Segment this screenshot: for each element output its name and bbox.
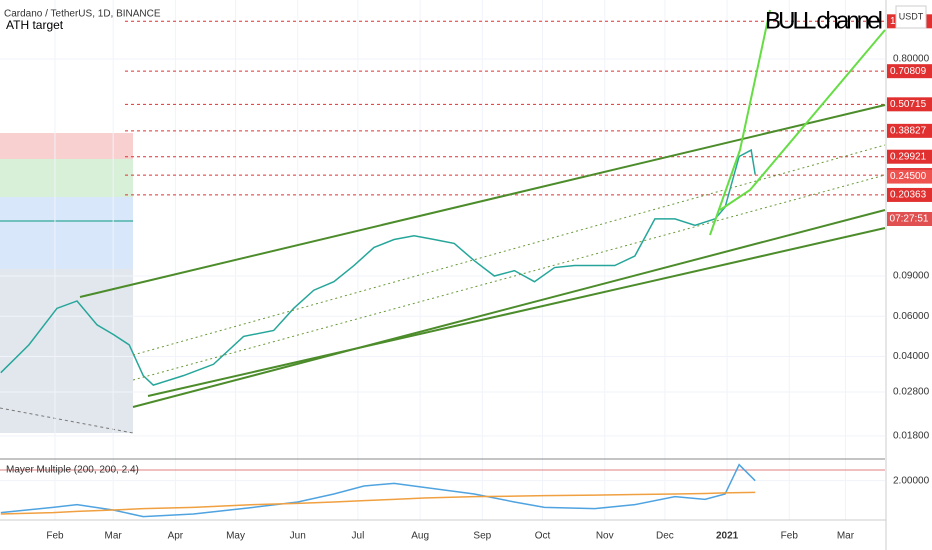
level-label: 0.50715 (890, 99, 927, 110)
note: ATH target (6, 18, 64, 32)
level-label: 0.70809 (890, 66, 927, 77)
x-tick-label: Jul (352, 531, 365, 542)
x-tick-label: Oct (535, 531, 551, 542)
x-tick-label: Aug (411, 531, 429, 542)
indicator-pane: 2.00000 Mayer Multiple (200, 200, 2.4) (0, 463, 930, 518)
y-tick-label: 0.06000 (893, 311, 930, 322)
y-tick-label: 0.02800 (893, 387, 930, 398)
line (0, 463, 756, 518)
y-tick-label: 0.04000 (893, 351, 930, 362)
level-box (887, 97, 932, 112)
symbol: Cardano / TetherUS, 1D, BINANCE (4, 9, 161, 20)
currency: USDT (899, 11, 924, 21)
timer-box (887, 212, 932, 226)
x-tick-label: Mar (837, 531, 855, 542)
level-label: 0.29921 (890, 151, 927, 162)
level-box (887, 149, 932, 164)
y-tick-label: 0.09000 (893, 271, 930, 282)
y-tick-label: 0.01800 (893, 430, 930, 441)
level-box (887, 187, 932, 202)
x-tick-label: Apr (168, 531, 184, 542)
x-tick-label: Jun (290, 531, 306, 542)
level: 0.38827 (125, 123, 932, 138)
last-price-box (887, 169, 932, 184)
annotation: BULL channel (765, 7, 883, 34)
level-box (887, 123, 932, 138)
y-tick-label: 0.80000 (893, 54, 930, 65)
line (0, 491, 756, 515)
level-label: 0.20363 (890, 190, 927, 201)
x-tick-label: Feb (46, 531, 64, 542)
x-tick-label: 2021 (716, 531, 739, 542)
x-tick-label: May (226, 531, 245, 542)
x-tick-label: Sep (473, 531, 491, 542)
x-tick-label: Mar (105, 531, 123, 542)
currency-box (895, 5, 927, 29)
level: 0.70809 (125, 64, 932, 79)
x-tick-label: Dec (656, 531, 674, 542)
x-tick-label: Nov (596, 531, 614, 542)
level: 0.29921 (125, 149, 932, 164)
level: 0.50715 (125, 97, 932, 112)
x-tick-label: Feb (781, 531, 799, 542)
channel-drawings (79, 9, 886, 408)
y-tick-label: 2.00000 (893, 475, 930, 486)
indicator-title: Mayer Multiple (200, 200, 2.4) (6, 465, 139, 476)
level-box (887, 64, 932, 79)
timer: 07:27:51 (890, 214, 929, 225)
level-label: 0.38827 (890, 125, 927, 136)
last-price-label: 0.24500 (890, 171, 927, 182)
